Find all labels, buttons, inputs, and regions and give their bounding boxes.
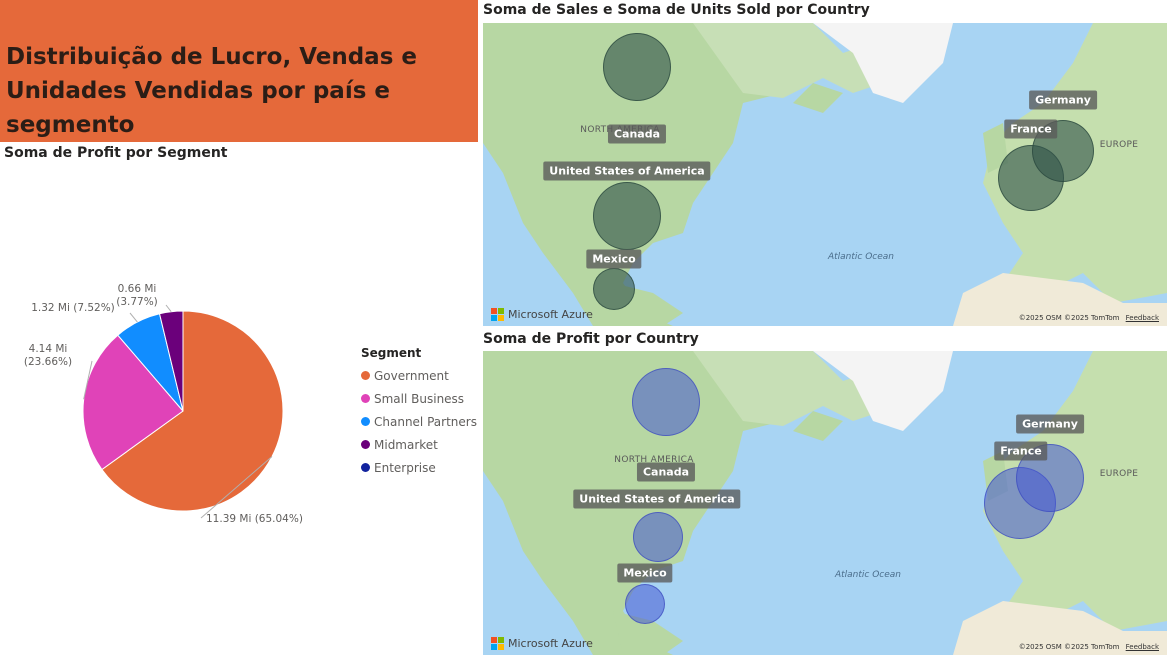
microsoft-logo-icon <box>491 637 504 650</box>
legend-label: Channel Partners <box>374 414 477 429</box>
legend-item-midmarket[interactable]: Midmarket <box>361 433 477 456</box>
legend-marker-icon <box>361 440 370 449</box>
region-label-europe: EUROPE <box>1099 140 1139 150</box>
legend-label: Midmarket <box>374 437 438 452</box>
attribution-tomtom: ©2025 TomTom <box>1064 314 1120 322</box>
country-label-usa: United States of America <box>543 161 711 181</box>
country-label-mexico: Mexico <box>617 563 673 583</box>
title-banner: Distribuição de Lucro, Vendas e Unidades… <box>0 0 478 142</box>
sales-units-map[interactable]: NORTH AMERICA EUROPE Atlantic Ocean Cana… <box>483 23 1167 326</box>
data-label-channel-partners: 1.32 Mi (7.52%) <box>31 302 115 314</box>
microsoft-azure-brand: Microsoft Azure <box>491 637 593 650</box>
region-label-north-america: NORTH AMERICA <box>614 455 694 465</box>
brand-label: Microsoft Azure <box>508 308 593 321</box>
country-label-canada: Canada <box>607 124 667 144</box>
data-label-government: 11.39 Mi (65.04%) <box>206 513 303 525</box>
legend-item-channel-partners[interactable]: Channel Partners <box>361 410 477 433</box>
country-label-germany: Germany <box>1016 414 1084 434</box>
country-label-mexico: Mexico <box>586 249 642 269</box>
country-label-germany: Germany <box>1029 90 1097 110</box>
microsoft-azure-brand: Microsoft Azure <box>491 308 593 321</box>
attribution-osm: ©2025 OSM <box>1018 314 1062 322</box>
sales-map-title: Soma de Sales e Soma de Units Sold por C… <box>483 2 870 18</box>
pie-chart-title: Soma de Profit por Segment <box>4 145 228 161</box>
legend-marker-icon <box>361 463 370 472</box>
attribution-osm: ©2025 OSM <box>1018 643 1062 651</box>
profit-by-segment-pie-chart[interactable]: 11.39 Mi (65.04%) 4.14 Mi (23.66%) 1.32 Mi … <box>0 165 480 565</box>
leader-line-midmarket <box>165 304 172 313</box>
legend-item-small-business[interactable]: Small Business <box>361 387 477 410</box>
map-attribution: ©2025 OSM ©2025 TomTom Feedback <box>1019 643 1159 651</box>
pie-legend: Segment Government Small Business Channel … <box>361 346 477 479</box>
bubble-mexico[interactable] <box>625 584 665 624</box>
bubble-canada[interactable] <box>603 33 671 101</box>
bubble-canada[interactable] <box>632 368 700 436</box>
data-label-small-business: 4.14 Mi (23.66%) <box>24 343 72 368</box>
country-label-usa: United States of America <box>573 489 741 509</box>
profit-map[interactable]: NORTH AMERICA EUROPE Atlantic Ocean Cana… <box>483 351 1167 655</box>
country-label-canada: Canada <box>636 462 696 482</box>
profit-map-title: Soma de Profit por Country <box>483 331 699 347</box>
legend-marker-icon <box>361 371 370 380</box>
leader-line-small-business <box>83 360 93 400</box>
legend-label: Small Business <box>374 391 465 406</box>
legend-item-government[interactable]: Government <box>361 364 477 387</box>
leader-line-government <box>200 456 273 519</box>
legend-title: Segment <box>361 346 422 360</box>
ocean-label-atlantic: Atlantic Ocean <box>827 252 895 262</box>
legend-item-enterprise[interactable]: Enterprise <box>361 456 477 479</box>
report-title: Distribuição de Lucro, Vendas e Unidades… <box>6 44 417 138</box>
legend-label: Government <box>374 368 449 383</box>
bubble-usa[interactable] <box>633 512 683 562</box>
country-label-france: France <box>994 441 1048 461</box>
feedback-link[interactable]: Feedback <box>1125 314 1159 322</box>
map-attribution: ©2025 OSM ©2025 TomTom Feedback <box>1019 314 1159 322</box>
bubble-usa[interactable] <box>593 182 661 250</box>
feedback-link[interactable]: Feedback <box>1125 643 1159 651</box>
legend-marker-icon <box>361 394 370 403</box>
legend-marker-icon <box>361 417 370 426</box>
legend-label: Enterprise <box>374 460 436 475</box>
bubble-mexico[interactable] <box>593 268 635 310</box>
region-label-europe: EUROPE <box>1099 469 1139 479</box>
ocean-label-atlantic: Atlantic Ocean <box>834 570 902 580</box>
country-label-france: France <box>1004 119 1058 139</box>
brand-label: Microsoft Azure <box>508 637 593 650</box>
attribution-tomtom: ©2025 TomTom <box>1064 643 1120 651</box>
leader-line-channel-partners <box>129 312 138 323</box>
microsoft-logo-icon <box>491 308 504 321</box>
data-label-midmarket: 0.66 Mi (3.77%) <box>116 283 158 308</box>
